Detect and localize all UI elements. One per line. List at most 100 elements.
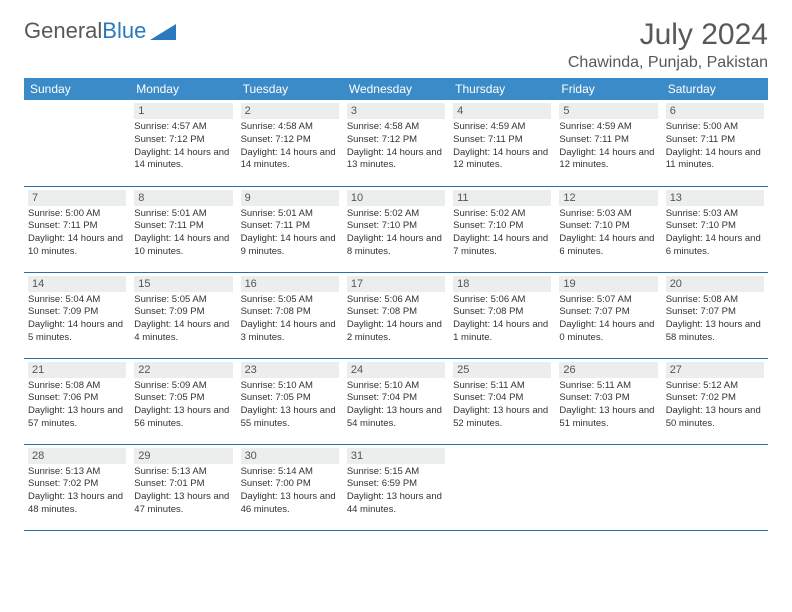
day-number: 28 (28, 448, 126, 464)
calendar-table: SundayMondayTuesdayWednesdayThursdayFrid… (24, 78, 768, 531)
day-details: Sunrise: 5:08 AMSunset: 7:07 PMDaylight:… (666, 294, 764, 345)
calendar-week-row: 28 Sunrise: 5:13 AMSunset: 7:02 PMDayligh… (24, 444, 768, 530)
day-details: Sunrise: 5:06 AMSunset: 7:08 PMDaylight:… (453, 294, 551, 345)
calendar-day-cell: 24 Sunrise: 5:10 AMSunset: 7:04 PMDayligh… (343, 358, 449, 444)
day-number: 16 (241, 276, 339, 292)
calendar-day-cell: 5 Sunrise: 4:59 AMSunset: 7:11 PMDaylight… (555, 100, 661, 186)
logo-text-1: General (24, 18, 102, 44)
day-number: 24 (347, 362, 445, 378)
calendar-day-cell: 11 Sunrise: 5:02 AMSunset: 7:10 PMDayligh… (449, 186, 555, 272)
calendar-week-row: 14 Sunrise: 5:04 AMSunset: 7:09 PMDayligh… (24, 272, 768, 358)
calendar-day-cell: 7Sunrise: 5:00 AMSunset: 7:11 PMDaylight… (24, 186, 130, 272)
logo: GeneralBlue (24, 18, 176, 44)
calendar-week-row: 7Sunrise: 5:00 AMSunset: 7:11 PMDaylight… (24, 186, 768, 272)
calendar-day-cell: 23Sunrise: 5:10 AMSunset: 7:05 PMDayligh… (237, 358, 343, 444)
day-details: Sunrise: 5:13 AMSunset: 7:01 PMDaylight:… (134, 466, 232, 517)
day-details: Sunrise: 4:58 AMSunset: 7:12 PMDaylight:… (347, 121, 445, 172)
day-details: Sunrise: 4:59 AMSunset: 7:11 PMDaylight:… (559, 121, 657, 172)
day-number: 18 (453, 276, 551, 292)
day-number: 5 (559, 103, 657, 119)
day-details: Sunrise: 5:15 AMSunset: 6:59 PMDaylight:… (347, 466, 445, 517)
weekday-header: Monday (130, 78, 236, 100)
day-details: Sunrise: 5:09 AMSunset: 7:05 PMDaylight:… (134, 380, 232, 431)
day-details: Sunrise: 5:02 AMSunset: 7:10 PMDaylight:… (453, 208, 551, 259)
day-details: Sunrise: 5:13 AMSunset: 7:02 PMDaylight:… (28, 466, 126, 517)
calendar-day-cell: 16 Sunrise: 5:05 AMSunset: 7:08 PMDayligh… (237, 272, 343, 358)
calendar-week-row: 1 Sunrise: 4:57 AMSunset: 7:12 PMDaylight… (24, 100, 768, 186)
weekday-header: Tuesday (237, 78, 343, 100)
calendar-day-cell: 15 Sunrise: 5:05 AMSunset: 7:09 PMDayligh… (130, 272, 236, 358)
calendar-empty-cell (449, 444, 555, 530)
day-details: Sunrise: 5:02 AMSunset: 7:10 PMDaylight:… (347, 208, 445, 259)
day-number: 29 (134, 448, 232, 464)
day-details: Sunrise: 5:03 AMSunset: 7:10 PMDaylight:… (666, 208, 764, 259)
day-number: 14 (28, 276, 126, 292)
calendar-day-cell: 28 Sunrise: 5:13 AMSunset: 7:02 PMDayligh… (24, 444, 130, 530)
calendar-day-cell: 9Sunrise: 5:01 AMSunset: 7:11 PMDaylight… (237, 186, 343, 272)
day-number: 9 (241, 190, 339, 206)
day-number: 15 (134, 276, 232, 292)
day-number: 2 (241, 103, 339, 119)
weekday-header: Thursday (449, 78, 555, 100)
calendar-day-cell: 2Sunrise: 4:58 AMSunset: 7:12 PMDaylight… (237, 100, 343, 186)
logo-text-2: Blue (102, 18, 146, 44)
calendar-empty-cell (555, 444, 661, 530)
day-number: 4 (453, 103, 551, 119)
day-number: 22 (134, 362, 232, 378)
logo-triangle-icon (150, 22, 176, 40)
day-number: 20 (666, 276, 764, 292)
calendar-day-cell: 31 Sunrise: 5:15 AMSunset: 6:59 PMDayligh… (343, 444, 449, 530)
day-number: 6 (666, 103, 764, 119)
day-details: Sunrise: 5:03 AMSunset: 7:10 PMDaylight:… (559, 208, 657, 259)
calendar-week-row: 21 Sunrise: 5:08 AMSunset: 7:06 PMDayligh… (24, 358, 768, 444)
day-number: 11 (453, 190, 551, 206)
day-number: 30 (241, 448, 339, 464)
day-details: Sunrise: 5:08 AMSunset: 7:06 PMDaylight:… (28, 380, 126, 431)
day-number: 25 (453, 362, 551, 378)
calendar-day-cell: 20 Sunrise: 5:08 AMSunset: 7:07 PMDayligh… (662, 272, 768, 358)
calendar-day-cell: 13 Sunrise: 5:03 AMSunset: 7:10 PMDayligh… (662, 186, 768, 272)
month-title: July 2024 (568, 18, 768, 52)
weekday-header: Friday (555, 78, 661, 100)
calendar-day-cell: 30 Sunrise: 5:14 AMSunset: 7:00 PMDayligh… (237, 444, 343, 530)
calendar-day-cell: 18 Sunrise: 5:06 AMSunset: 7:08 PMDayligh… (449, 272, 555, 358)
day-details: Sunrise: 5:04 AMSunset: 7:09 PMDaylight:… (28, 294, 126, 345)
title-block: July 2024 Chawinda, Punjab, Pakistan (568, 18, 768, 72)
calendar-day-cell: 14 Sunrise: 5:04 AMSunset: 7:09 PMDayligh… (24, 272, 130, 358)
calendar-day-cell: 22 Sunrise: 5:09 AMSunset: 7:05 PMDayligh… (130, 358, 236, 444)
day-number: 17 (347, 276, 445, 292)
calendar-day-cell: 4 Sunrise: 4:59 AMSunset: 7:11 PMDaylight… (449, 100, 555, 186)
calendar-day-cell: 25 Sunrise: 5:11 AMSunset: 7:04 PMDayligh… (449, 358, 555, 444)
day-number: 21 (28, 362, 126, 378)
weekday-header: Wednesday (343, 78, 449, 100)
day-number: 7 (28, 190, 126, 206)
day-details: Sunrise: 4:57 AMSunset: 7:12 PMDaylight:… (134, 121, 232, 172)
day-number: 23 (241, 362, 339, 378)
day-number: 27 (666, 362, 764, 378)
day-number: 10 (347, 190, 445, 206)
calendar-body: 1 Sunrise: 4:57 AMSunset: 7:12 PMDaylight… (24, 100, 768, 530)
calendar-day-cell: 27 Sunrise: 5:12 AMSunset: 7:02 PMDayligh… (662, 358, 768, 444)
location: Chawinda, Punjab, Pakistan (568, 54, 768, 72)
calendar-day-cell: 26Sunrise: 5:11 AMSunset: 7:03 PMDayligh… (555, 358, 661, 444)
calendar-empty-cell (662, 444, 768, 530)
calendar-day-cell: 10 Sunrise: 5:02 AMSunset: 7:10 PMDayligh… (343, 186, 449, 272)
calendar-day-cell: 6Sunrise: 5:00 AMSunset: 7:11 PMDaylight… (662, 100, 768, 186)
day-details: Sunrise: 5:05 AMSunset: 7:08 PMDaylight:… (241, 294, 339, 345)
day-number: 1 (134, 103, 232, 119)
calendar-empty-cell (24, 100, 130, 186)
day-number: 13 (666, 190, 764, 206)
calendar-day-cell: 8Sunrise: 5:01 AMSunset: 7:11 PMDaylight… (130, 186, 236, 272)
day-details: Sunrise: 5:05 AMSunset: 7:09 PMDaylight:… (134, 294, 232, 345)
day-details: Sunrise: 5:12 AMSunset: 7:02 PMDaylight:… (666, 380, 764, 431)
weekday-header: Sunday (24, 78, 130, 100)
day-number: 31 (347, 448, 445, 464)
calendar-day-cell: 19Sunrise: 5:07 AMSunset: 7:07 PMDayligh… (555, 272, 661, 358)
day-number: 26 (559, 362, 657, 378)
calendar-day-cell: 1 Sunrise: 4:57 AMSunset: 7:12 PMDaylight… (130, 100, 236, 186)
day-number: 8 (134, 190, 232, 206)
day-details: Sunrise: 4:59 AMSunset: 7:11 PMDaylight:… (453, 121, 551, 172)
day-details: Sunrise: 5:10 AMSunset: 7:04 PMDaylight:… (347, 380, 445, 431)
day-details: Sunrise: 5:14 AMSunset: 7:00 PMDaylight:… (241, 466, 339, 517)
day-details: Sunrise: 5:11 AMSunset: 7:04 PMDaylight:… (453, 380, 551, 431)
